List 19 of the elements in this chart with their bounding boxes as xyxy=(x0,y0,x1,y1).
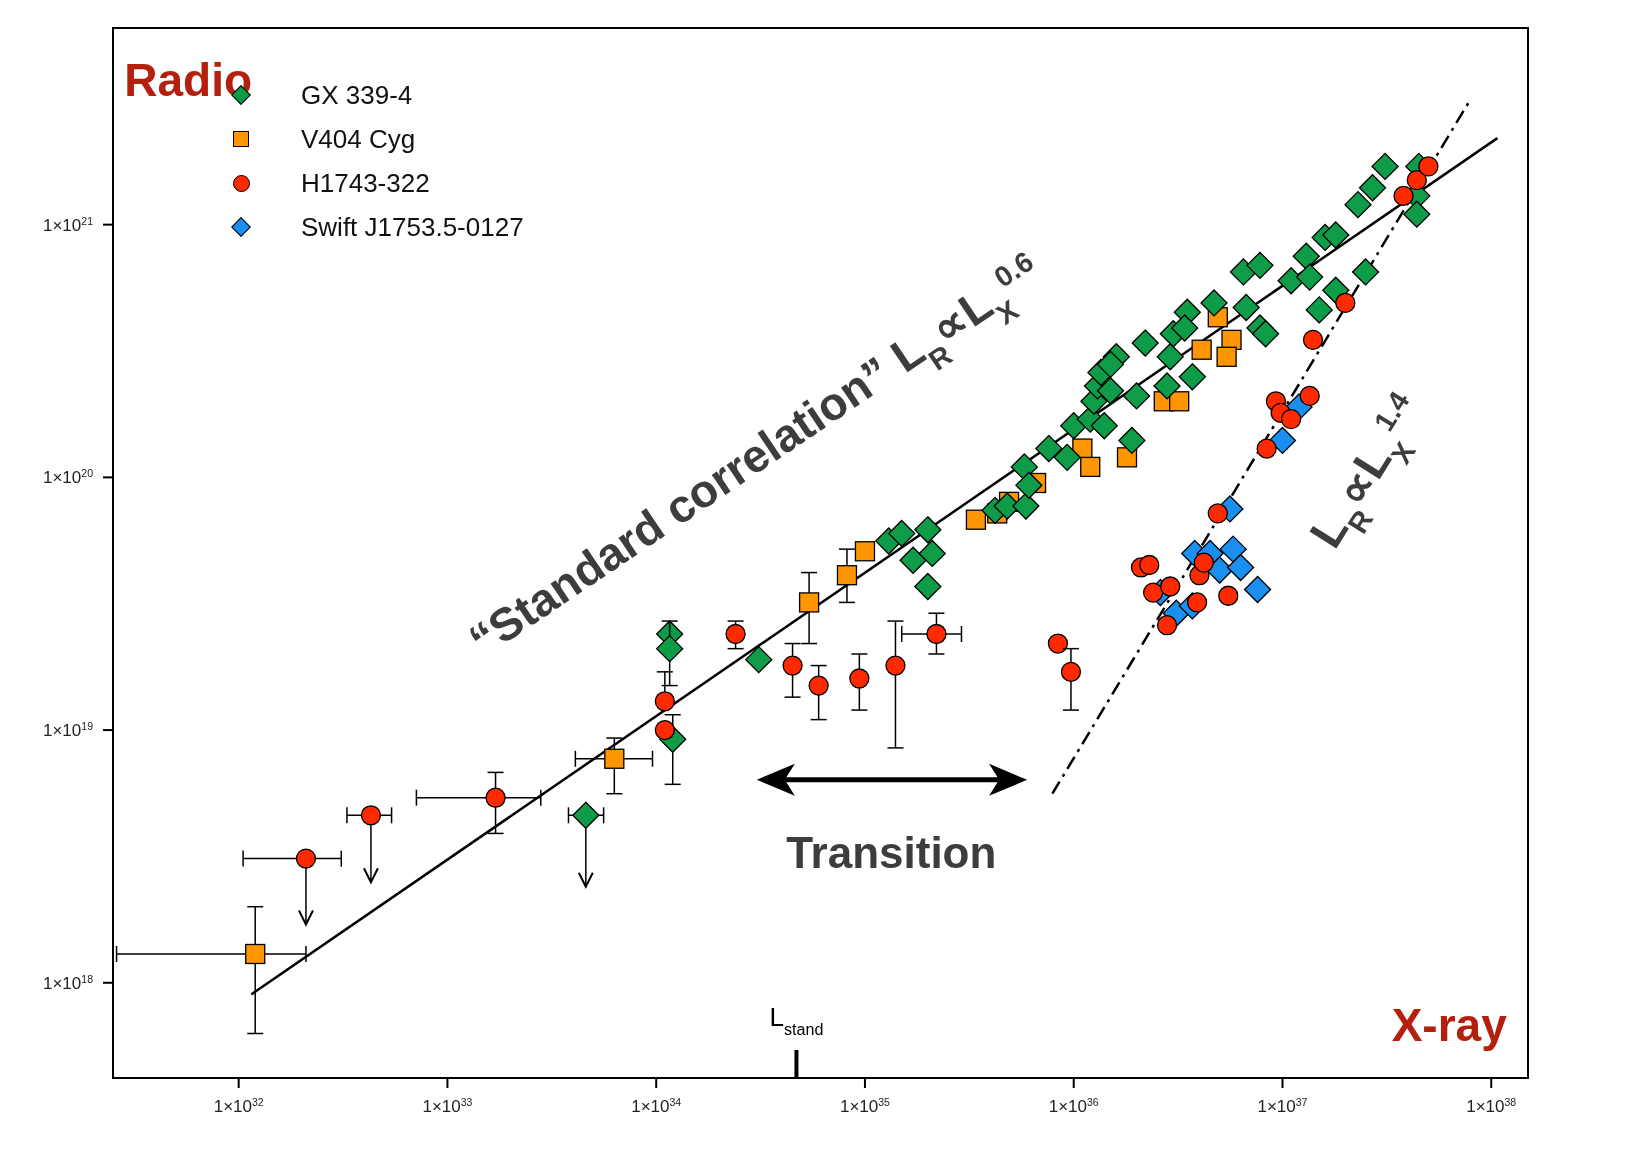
annotation: X-ray xyxy=(1391,999,1508,1052)
annotation: Transition xyxy=(786,828,997,877)
x-tick-label: 1×10$^{38}$ xyxy=(1466,1096,1517,1116)
y-tick-label: 1×10$^{19}$ xyxy=(42,720,94,741)
legend-label: H1743-322 xyxy=(301,167,430,199)
annotation: Radio xyxy=(124,54,253,107)
y-tick-label: 1×10$^{21}$ xyxy=(42,214,94,235)
x-tick-label: 1×10$^{32}$ xyxy=(213,1096,264,1116)
x-tick-label: 1×10$^{37}$ xyxy=(1257,1096,1308,1116)
x-tick-label: 1×10$^{35}$ xyxy=(839,1096,891,1116)
legend-label: GX 339-4 xyxy=(301,79,413,111)
x-tick-label: 1×10$^{33}$ xyxy=(422,1096,473,1116)
annotation: L$_{stand}$ xyxy=(769,1001,824,1038)
x-tick-label: 1×10$^{34}$ xyxy=(631,1096,682,1116)
legend-label: Swift J1753.5-0127 xyxy=(301,211,524,243)
y-tick-label: 1×10$^{18}$ xyxy=(42,972,94,993)
x-tick-label: 1×10$^{36}$ xyxy=(1048,1096,1099,1116)
legend-label: V404 Cyg xyxy=(301,123,416,155)
y-tick-label: 1×10$^{20}$ xyxy=(42,467,94,488)
